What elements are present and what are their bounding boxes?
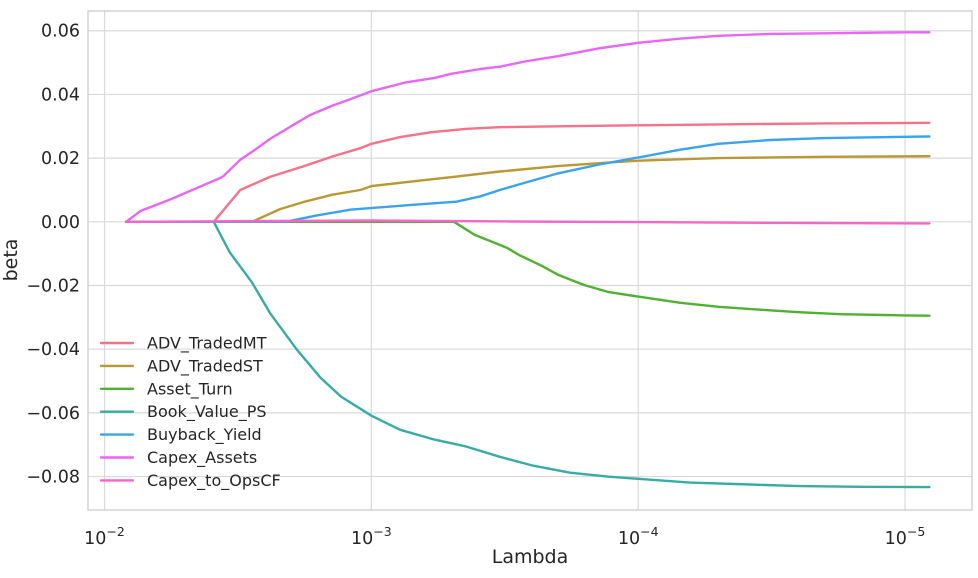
series-lines	[124, 31, 931, 489]
y-tick-label: 0.04	[41, 85, 80, 105]
x-tick-label: 10−3	[351, 524, 392, 549]
y-tick-label: −0.06	[26, 404, 80, 424]
legend-item-Book_Value_PS: Book_Value_PS	[99, 402, 267, 422]
y-tick-label: 0.06	[41, 22, 80, 42]
series-line-Book_Value_PS	[124, 220, 931, 489]
x-axis-label: Lambda	[492, 546, 569, 568]
legend-label: ADV_TradedMT	[147, 334, 267, 354]
legend-label: Asset_Turn	[147, 379, 233, 399]
y-tick-label: −0.04	[26, 340, 80, 360]
gridlines	[88, 11, 972, 510]
legend-item-ADV_TradedST: ADV_TradedST	[99, 356, 263, 376]
legend-item-Asset_Turn: Asset_Turn	[99, 379, 233, 399]
x-tick-label: 10−4	[618, 524, 659, 549]
y-tick-label: −0.08	[26, 468, 80, 488]
legend-label: Buyback_Yield	[147, 425, 262, 445]
legend-item-ADV_TradedMT: ADV_TradedMT	[99, 334, 267, 354]
series-line-Capex_to_OpsCF	[124, 219, 931, 225]
series-line-ADV_TradedST	[124, 154, 931, 224]
legend-label: Book_Value_PS	[147, 402, 267, 422]
x-tick-labels: 10−2 10−3 10−4 10−5	[84, 524, 925, 549]
series-line-Asset_Turn	[124, 220, 931, 317]
legend-item-Buyback_Yield: Buyback_Yield	[99, 425, 262, 445]
y-tick-label: −0.02	[26, 276, 80, 296]
x-tick-label: 10−2	[84, 524, 125, 549]
series-line-Buyback_Yield	[124, 135, 931, 224]
series-line-Capex_Assets	[124, 31, 931, 224]
series-line-ADV_TradedMT	[124, 121, 931, 224]
x-tick-label: 10−5	[885, 524, 926, 549]
legend-item-Capex_to_OpsCF: Capex_to_OpsCF	[99, 471, 281, 491]
plot-border	[87, 10, 973, 511]
legend-label: Capex_to_OpsCF	[147, 471, 281, 491]
legend-item-Capex_Assets: Capex_Assets	[99, 448, 257, 468]
y-tick-label: 0.00	[41, 213, 80, 233]
y-tick-label: 0.02	[41, 149, 80, 169]
y-tick-labels: 0.06 0.04 0.02 0.00 −0.02 −0.04 −0.06 −0.08	[26, 22, 80, 488]
legend-label: Capex_Assets	[147, 448, 257, 468]
y-axis-label: beta	[0, 239, 22, 282]
legend-label: ADV_TradedST	[147, 356, 263, 376]
